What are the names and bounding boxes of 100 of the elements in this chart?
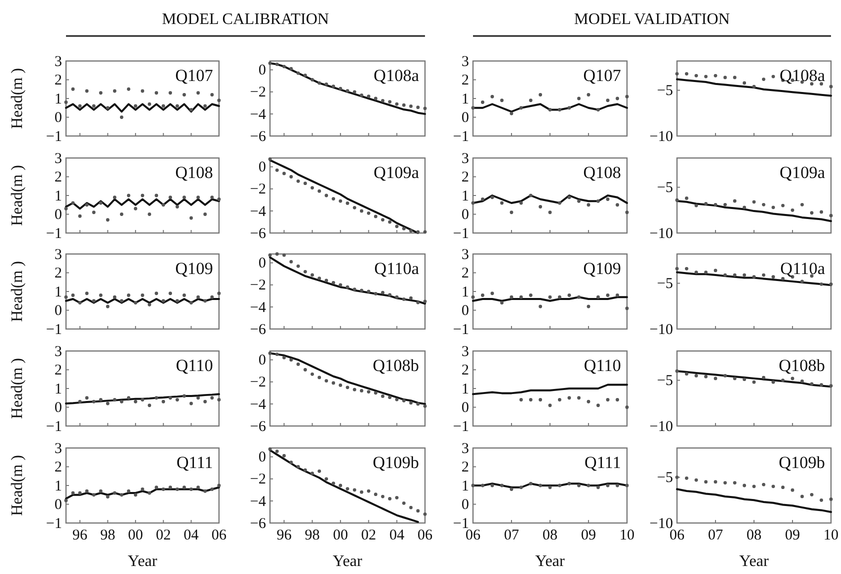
point bbox=[704, 270, 708, 274]
point bbox=[416, 106, 420, 110]
x-tick-label: 04 bbox=[389, 528, 405, 544]
point bbox=[810, 211, 814, 215]
x-tick-label: 02 bbox=[361, 528, 376, 544]
point bbox=[112, 491, 116, 495]
point bbox=[596, 295, 600, 299]
point bbox=[78, 491, 82, 495]
point bbox=[820, 383, 824, 387]
point bbox=[352, 90, 356, 94]
point bbox=[471, 201, 475, 205]
point bbox=[490, 292, 494, 296]
point bbox=[742, 206, 746, 210]
point bbox=[675, 198, 679, 202]
point bbox=[684, 196, 688, 200]
point bbox=[126, 396, 130, 400]
y-tick-label: −10 bbox=[650, 128, 673, 145]
point bbox=[324, 379, 328, 382]
point bbox=[586, 93, 590, 96]
point bbox=[800, 280, 804, 284]
y-tick-label: 0 bbox=[258, 450, 266, 466]
point bbox=[189, 301, 193, 304]
point bbox=[416, 509, 420, 513]
y-tick-label: 0 bbox=[54, 110, 62, 126]
point bbox=[423, 106, 427, 110]
point bbox=[78, 104, 82, 108]
y-tick-label: 2 bbox=[462, 460, 469, 476]
point bbox=[616, 398, 620, 402]
y-tick-label: 2 bbox=[54, 460, 62, 476]
point bbox=[126, 489, 130, 493]
point bbox=[99, 91, 102, 95]
point bbox=[568, 396, 571, 400]
point bbox=[714, 74, 718, 78]
point bbox=[296, 465, 300, 468]
point bbox=[196, 196, 200, 200]
x-axis-title: Year bbox=[739, 553, 770, 570]
point bbox=[625, 94, 629, 98]
point bbox=[162, 488, 166, 491]
point bbox=[324, 82, 328, 86]
point bbox=[704, 74, 708, 78]
point bbox=[346, 89, 350, 92]
point bbox=[203, 104, 207, 108]
x-tick-label: 04 bbox=[184, 528, 200, 544]
point bbox=[694, 74, 698, 78]
point bbox=[268, 447, 272, 451]
annotation: Q107 bbox=[175, 66, 214, 85]
point bbox=[500, 98, 504, 102]
point bbox=[538, 205, 542, 208]
point bbox=[282, 64, 286, 68]
point bbox=[558, 201, 562, 205]
point bbox=[176, 299, 179, 303]
chart-title: MODEL VALIDATION bbox=[574, 11, 730, 28]
y-tick-label: −6 bbox=[250, 128, 266, 145]
y-axis-title: Head(m ) bbox=[9, 358, 26, 419]
point bbox=[268, 157, 272, 161]
point bbox=[395, 102, 399, 106]
point bbox=[772, 484, 775, 488]
point bbox=[140, 294, 144, 297]
point bbox=[752, 484, 756, 488]
y-tick-label: 0 bbox=[462, 303, 469, 320]
point bbox=[148, 491, 152, 495]
point bbox=[790, 376, 794, 380]
point bbox=[282, 454, 286, 458]
point bbox=[318, 276, 322, 280]
point bbox=[78, 400, 82, 404]
annotation: Q108a bbox=[374, 66, 420, 85]
point bbox=[388, 293, 392, 296]
point bbox=[338, 86, 342, 90]
y-tick-label: 2 bbox=[54, 362, 62, 379]
y-tick-label: 3 bbox=[54, 344, 62, 360]
point bbox=[616, 294, 620, 297]
point bbox=[106, 304, 110, 308]
point bbox=[352, 288, 356, 291]
point bbox=[182, 294, 186, 297]
point bbox=[318, 469, 322, 473]
y-tick-label: −6 bbox=[250, 226, 266, 242]
x-tick-label: 06 bbox=[466, 528, 481, 544]
point bbox=[182, 486, 186, 490]
point bbox=[684, 372, 688, 376]
point bbox=[182, 394, 186, 398]
point bbox=[318, 189, 322, 193]
x-tick-label: 09 bbox=[785, 528, 800, 544]
point bbox=[416, 300, 420, 304]
point bbox=[772, 380, 775, 384]
point bbox=[800, 494, 804, 498]
point bbox=[324, 477, 328, 481]
point bbox=[92, 493, 96, 497]
y-tick-label: −6 bbox=[250, 418, 266, 435]
point bbox=[800, 379, 804, 383]
point bbox=[366, 211, 370, 215]
point bbox=[596, 108, 600, 112]
point bbox=[586, 400, 590, 404]
point bbox=[381, 218, 384, 222]
point bbox=[112, 89, 116, 93]
point bbox=[217, 484, 221, 488]
y-tick-label: 3 bbox=[54, 150, 62, 167]
point bbox=[332, 197, 336, 200]
point bbox=[752, 380, 756, 384]
point bbox=[606, 398, 610, 402]
point bbox=[829, 214, 833, 218]
